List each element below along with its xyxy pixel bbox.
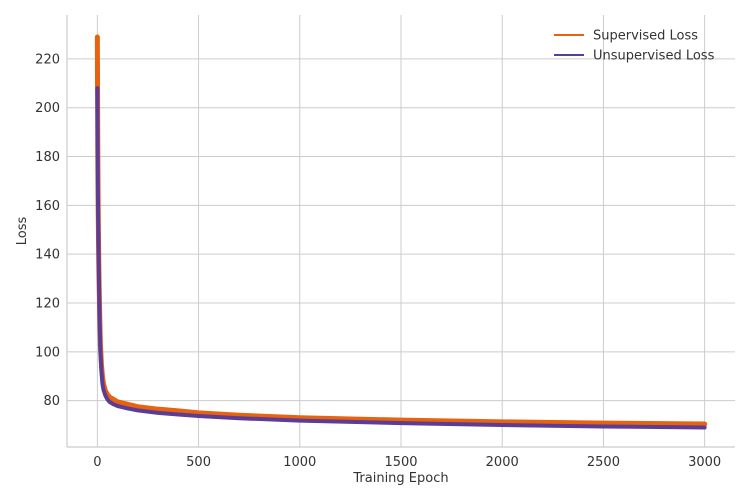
data-point-unsupervised-loss (97, 325, 102, 330)
data-point-supervised-loss (601, 421, 606, 425)
x-tick-label: 1000 (283, 455, 316, 470)
data-point-unsupervised-loss (125, 406, 130, 411)
data-point-unsupervised-loss (297, 418, 302, 423)
data-point-supervised-loss (125, 402, 130, 407)
data-point-unsupervised-loss (601, 424, 606, 429)
data-point-unsupervised-loss (196, 414, 201, 418)
y-tick-label: 200 (35, 101, 60, 116)
grid (67, 15, 735, 447)
x-tick-label: 500 (186, 455, 211, 470)
y-tick-label: 120 (35, 297, 60, 312)
x-tick-label: 3000 (688, 455, 721, 470)
y-tick-label: 180 (35, 150, 60, 165)
series-layer (94, 34, 708, 430)
x-axis-title: Training Epoch (352, 471, 448, 486)
series-unsupervised-loss (95, 86, 707, 430)
data-point-unsupervised-loss (95, 179, 100, 183)
y-tick-label: 80 (43, 394, 60, 409)
data-point-supervised-loss (111, 397, 116, 402)
data-point-supervised-loss (115, 400, 120, 404)
x-tick-label: 2000 (486, 455, 519, 470)
data-point-unsupervised-loss (115, 404, 120, 408)
data-point-supervised-loss (176, 409, 181, 413)
data-point-supervised-loss (196, 411, 201, 415)
data-point-supervised-loss (156, 407, 160, 411)
x-tick-label: 1500 (384, 455, 417, 470)
data-point-unsupervised-loss (105, 397, 110, 402)
data-point-supervised-loss (95, 35, 100, 39)
data-point-unsupervised-loss (237, 416, 241, 421)
data-point-unsupervised-loss (99, 369, 104, 374)
data-point-supervised-loss (702, 422, 707, 426)
data-point-unsupervised-loss (95, 86, 100, 91)
data-point-unsupervised-loss (101, 387, 106, 392)
legend-label: Unsupervised Loss (593, 49, 715, 64)
data-point-unsupervised-loss (702, 425, 707, 430)
data-point-unsupervised-loss (96, 252, 101, 256)
axes (66, 15, 735, 448)
data-point-unsupervised-loss (97, 281, 101, 286)
x-tick-label: 0 (93, 455, 101, 470)
data-point-unsupervised-loss (136, 408, 140, 413)
data-point-unsupervised-loss (98, 350, 103, 354)
data-point-unsupervised-loss (156, 411, 160, 415)
y-tick-label: 160 (35, 199, 60, 214)
y-tick-label: 140 (35, 248, 60, 263)
y-axis-title: Loss (15, 217, 30, 246)
data-point-unsupervised-loss (107, 400, 112, 404)
y-tick-label: 100 (35, 345, 60, 360)
legend-label: Supervised Loss (593, 29, 698, 44)
data-point-supervised-loss (500, 420, 505, 424)
data-point-unsupervised-loss (111, 402, 116, 407)
data-point-unsupervised-loss (399, 421, 403, 425)
y-tick-label: 220 (35, 52, 60, 67)
data-point-supervised-loss (136, 404, 140, 409)
data-point-unsupervised-loss (97, 306, 102, 310)
data-point-unsupervised-loss (96, 215, 100, 220)
ticks: 0 500 1000 1500 2000 2500 3000 80 100 120 140 160 18… (35, 52, 721, 470)
data-point-unsupervised-loss (100, 381, 105, 386)
data-point-unsupervised-loss (176, 412, 181, 417)
legend: Supervised Loss Unsupervised Loss (554, 29, 715, 64)
data-point-unsupervised-loss (500, 423, 505, 427)
data-point-supervised-loss (399, 418, 403, 422)
data-point-unsupervised-loss (103, 393, 108, 398)
x-tick-label: 2500 (587, 455, 620, 470)
